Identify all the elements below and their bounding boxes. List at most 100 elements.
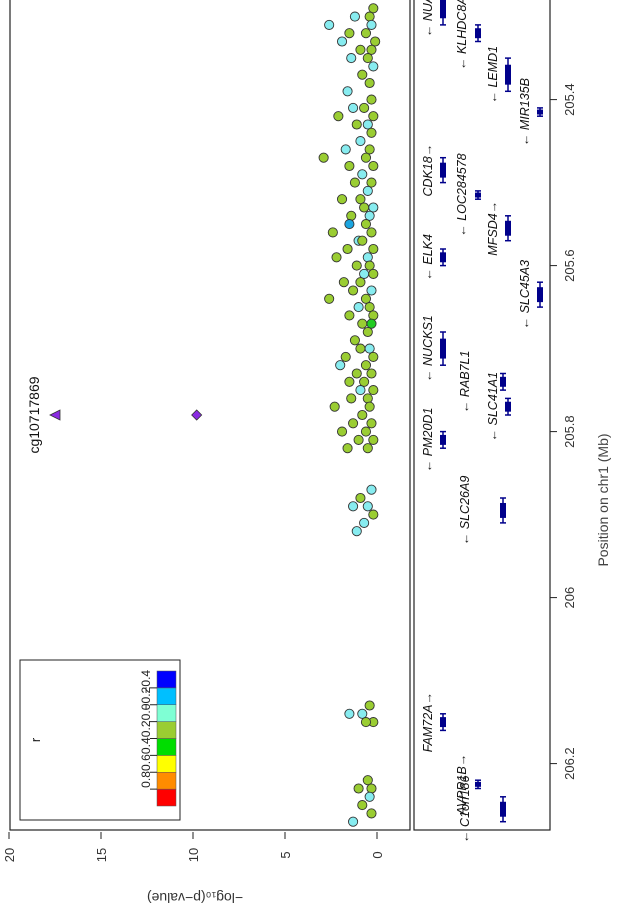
- snp-point: [355, 136, 366, 147]
- gene-c1orf186: ← C1orf186: [458, 776, 506, 843]
- gene-exon: [505, 220, 511, 236]
- gene-label: ← RAB7L1: [458, 351, 472, 414]
- legend-color-swatch: [156, 687, 177, 705]
- legend-color-swatch: [156, 670, 177, 689]
- snp-point: [364, 302, 375, 313]
- snp-points: cg10717869: [26, 3, 381, 827]
- x-axis-label: Position on chr1 (Mb): [595, 433, 611, 566]
- gene-slc26a9: ← SLC26A9: [458, 476, 506, 545]
- snp-point: [360, 426, 372, 437]
- gene-exon: [440, 252, 446, 263]
- snp-point: [344, 219, 355, 230]
- snp-point: [368, 243, 379, 255]
- gene-exon: [440, 338, 446, 359]
- snp-point: [336, 194, 348, 205]
- gene-exon: [440, 162, 446, 178]
- snp-point: [366, 368, 377, 379]
- snp-point: [357, 800, 368, 811]
- snp-point: [362, 326, 373, 338]
- snp-point: [370, 36, 381, 47]
- legend-color-swatch: [156, 788, 177, 807]
- snp-point: [344, 160, 355, 172]
- gene-label: CDK18→: [421, 144, 435, 197]
- snp-point: [360, 360, 372, 371]
- legend-label: −0.4: [139, 670, 153, 694]
- snp-point: [368, 509, 379, 520]
- snp-point: [355, 277, 366, 288]
- gene-exon: [500, 502, 506, 518]
- snp-point: [324, 19, 335, 30]
- snp-point: [353, 783, 364, 794]
- x-tick-label: 205.4: [562, 83, 577, 116]
- snp-point: [360, 28, 372, 39]
- snp-point: [362, 775, 373, 786]
- snp-point: [359, 376, 370, 387]
- snp-point: [360, 293, 372, 304]
- axes: 0 5 10 15 20 205.4 205.6 205.8 206 206.2: [2, 83, 577, 862]
- snp-point: [351, 368, 362, 379]
- gene-label: FAM72A→: [421, 692, 435, 752]
- snp-point: [344, 708, 355, 719]
- gene-label: ← ELK4: [421, 234, 435, 281]
- gene-exon: [440, 717, 446, 728]
- snp-point: [351, 119, 362, 130]
- snp-point: [342, 243, 353, 255]
- snp-point: [368, 160, 379, 172]
- snp-point: [359, 102, 370, 113]
- snp-point: [366, 418, 377, 429]
- snp-point: [357, 69, 368, 80]
- snp-point: [346, 53, 357, 64]
- y-tick-label: 20: [2, 848, 17, 862]
- gene-mir135b: ← MIR135B: [518, 78, 543, 146]
- snp-point: [333, 111, 344, 122]
- snp-point: [359, 202, 370, 213]
- legend-title: r: [28, 737, 43, 742]
- gene-fam72a: FAM72A→: [421, 692, 446, 752]
- snp-point: [335, 360, 346, 371]
- snp-point: [364, 260, 375, 271]
- y-tick-label: 0: [370, 851, 385, 858]
- snp-point: [360, 219, 372, 230]
- snp-point: [324, 293, 335, 304]
- snp-point: [366, 127, 377, 138]
- snp-point: [349, 177, 360, 188]
- snp-point: [364, 700, 375, 711]
- snp-point: [348, 285, 359, 296]
- snp-point: [340, 144, 351, 155]
- snp-point: [362, 252, 373, 263]
- snp-point: [349, 335, 360, 346]
- snp-point: [366, 484, 377, 495]
- snp-point: [368, 111, 379, 122]
- gene-mfsd4: MFSD4→: [486, 201, 511, 256]
- snp-point: [366, 808, 377, 819]
- gene-lemd1: ← LEMD1: [486, 46, 511, 104]
- y-tick-label: 15: [94, 848, 109, 862]
- snp-point: [359, 517, 370, 528]
- gene-exon: [537, 109, 543, 115]
- gene-label: ← C1orf186: [458, 776, 472, 843]
- gene-label: ← NUAK2: [421, 0, 435, 37]
- snp-point: [355, 385, 366, 396]
- snp-point: [359, 268, 370, 279]
- legend-label: 0.4: [139, 737, 153, 754]
- snp-point: [368, 3, 379, 14]
- x-tick-label: 205.6: [562, 249, 577, 282]
- gene-label: ← MIR135B: [518, 78, 532, 146]
- snp-point: [346, 210, 357, 221]
- gene-panel-frame: [413, 0, 551, 831]
- gene-label: ← NUCKS1: [421, 315, 435, 382]
- x-tick-label: 206: [562, 587, 577, 609]
- y-tick-label: 5: [278, 851, 293, 858]
- snp-point: [336, 36, 348, 47]
- gene-exon: [475, 192, 481, 198]
- snp-point: [366, 19, 377, 30]
- gene-exon: [537, 287, 543, 303]
- snp-point: [346, 393, 357, 404]
- snp-point: [360, 717, 372, 728]
- lead-snp-label: cg10717869: [26, 376, 42, 453]
- snp-point: [318, 152, 329, 163]
- snp-point: [368, 434, 379, 445]
- snp-point: [362, 443, 373, 454]
- gene-exon: [500, 376, 506, 387]
